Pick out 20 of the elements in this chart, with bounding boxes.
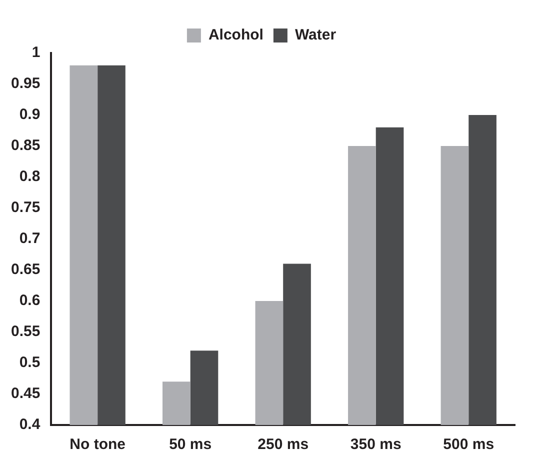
y-tick-label: 0.5	[19, 354, 40, 372]
y-tick-label: 0.65	[10, 261, 40, 278]
y-tick-label: 1	[32, 44, 40, 62]
legend-label: Alcohol	[208, 26, 264, 44]
y-tick-label: 0.95	[10, 75, 40, 92]
y-tick-label: 0.8	[19, 168, 40, 186]
y-tick-label: 0.6	[19, 292, 40, 310]
x-tick-label: 500 ms	[443, 436, 494, 454]
y-tick-label: 0.9	[19, 106, 40, 124]
y-tick-label: 0.4	[19, 416, 41, 434]
x-tick-label: 50 ms	[169, 436, 212, 454]
y-tick-label: 0.75	[10, 199, 40, 216]
x-tick-label: No tone	[70, 436, 126, 454]
x-tick-label: 250 ms	[258, 436, 309, 454]
legend-label: Water	[294, 26, 336, 44]
x-tick-label: 350 ms	[350, 436, 402, 454]
y-tick-label: 0.85	[10, 137, 40, 154]
y-tick-label: 0.55	[10, 323, 40, 340]
y-tick-label: 0.45	[10, 385, 40, 402]
y-tick-label: 0.7	[19, 230, 40, 248]
